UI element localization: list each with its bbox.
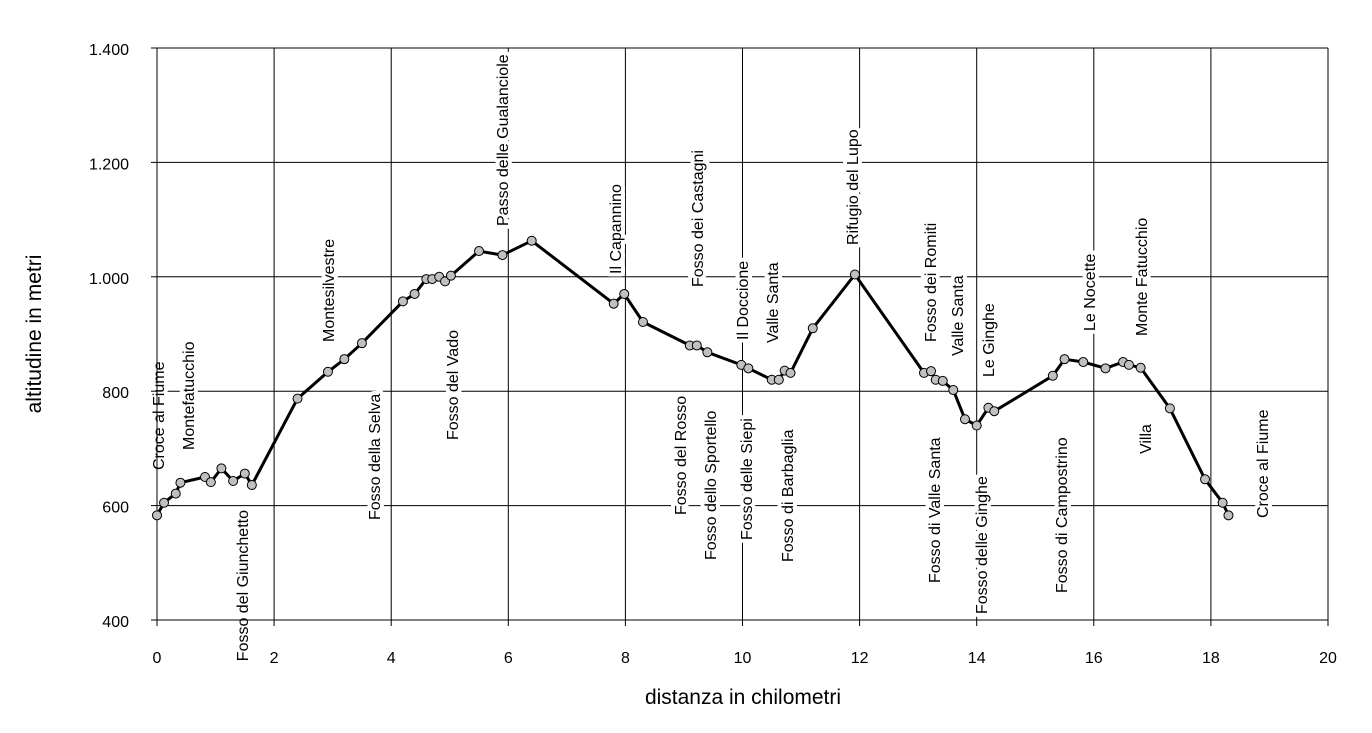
place-label: Croce al Fiume [1255,409,1272,518]
place-label: Fosso di Valle Santa [927,437,944,583]
data-point [637,316,648,327]
data-point [339,354,350,365]
x-tick-label: 8 [621,650,630,667]
x-tick-labels: 0 2 4 6 8 10 12 14 16 18 20 [153,650,1337,667]
series-line [155,239,1230,517]
data-point [785,367,796,378]
y-tick-labels: 400 600 800 1.000 1.200 1.400 [89,42,129,631]
data-point [691,340,702,351]
data-point [1078,357,1089,368]
place-label: Il Capannino [608,184,625,274]
x-tick-label: 20 [1319,650,1337,667]
data-point [926,366,937,377]
data-point [1047,370,1058,381]
x-tick-label: 4 [387,650,396,667]
place-label: Le Nocette [1082,254,1099,331]
x-tick-label: 0 [153,650,162,667]
data-point [1217,497,1228,508]
data-point [322,366,333,377]
x-tick-label: 16 [1085,650,1103,667]
data-point [440,276,451,287]
y-tick-label: 600 [102,500,129,517]
data-point [807,323,818,334]
place-label: Croce al Fiume [151,361,168,470]
place-label: Fosso della Selva [367,394,384,520]
place-label: Fosso del Rosso [673,396,690,515]
data-point [1223,510,1234,521]
place-label: Monte Fatucchio [1134,218,1151,336]
y-tick-label: 1.400 [89,42,129,59]
data-point [356,338,367,349]
data-point [1200,474,1211,485]
data-point [397,296,408,307]
x-tick-label: 18 [1202,650,1220,667]
place-label: Montesilvestre [321,239,338,342]
data-point [959,414,970,425]
place-label: Rifugio del Lupo [845,129,862,245]
data-point [246,480,257,491]
x-tick-label: 2 [270,650,279,667]
data-point [849,269,860,280]
place-label: Valle Santa [950,275,967,356]
data-point [937,375,948,386]
x-tick-label: 10 [734,650,752,667]
x-axis-label: distanza in chilometri [645,686,841,709]
place-label: Fosso di Barbaglia [780,429,797,562]
data-point [228,476,239,487]
data-point [239,468,250,479]
y-tick-label: 400 [102,614,129,631]
data-point [445,270,456,281]
data-point [159,497,170,508]
place-label: Le Ginghe [981,303,998,377]
data-point [1059,354,1070,365]
y-tick-label: 800 [102,385,129,402]
x-tick-label: 6 [504,650,513,667]
data-point [989,406,1000,417]
gridlines [157,47,1329,620]
data-point [409,288,420,299]
data-point [152,510,162,521]
y-tick-label: 1.000 [89,271,129,288]
data-point [170,488,181,499]
data-point [608,298,619,309]
place-label: Fosso delle Ginghe [974,476,991,614]
axes [151,47,1329,626]
data-point [773,374,784,385]
data-point [1100,363,1111,374]
series-elevation [152,235,1234,521]
data-point [971,420,982,431]
data-point [474,246,485,257]
place-label: Villa [1138,424,1155,454]
data-point [216,463,227,474]
x-tick-label: 12 [851,650,869,667]
place-label: Fosso del Vado [445,330,462,440]
y-axis-label: altitudine in metri [23,255,46,414]
place-label: Passo delle Gualanciole [495,54,512,226]
data-point [1135,362,1146,373]
data-point [1123,359,1134,370]
data-point [205,477,216,488]
y-tick-label: 1.200 [89,156,129,173]
x-tick-label: 14 [968,650,986,667]
data-point [497,250,508,261]
place-label: Valle Santa [765,262,782,343]
data-point [292,393,303,404]
data-point [743,363,754,374]
data-point [702,347,713,358]
data-point [948,385,959,396]
place-label: Fosso dei Castagni [690,150,707,287]
place-label: Fosso delle Siepi [739,418,756,540]
data-point [619,288,630,299]
place-label: Fosso dei Romiti [923,223,940,342]
data-point [526,235,537,246]
place-label: Il Doccione [735,261,752,340]
place-labels: Croce al Fiume Montefatucchio Fosso del Gi… [147,50,1276,665]
place-label: Fosso dello Sportello [703,410,720,560]
data-point [175,477,186,488]
place-label: Fosso del Giunchetto [235,510,252,661]
data-point [1164,403,1175,414]
place-label: Montefatucchio [181,341,198,450]
place-label: Fosso di Campostrino [1054,437,1071,593]
